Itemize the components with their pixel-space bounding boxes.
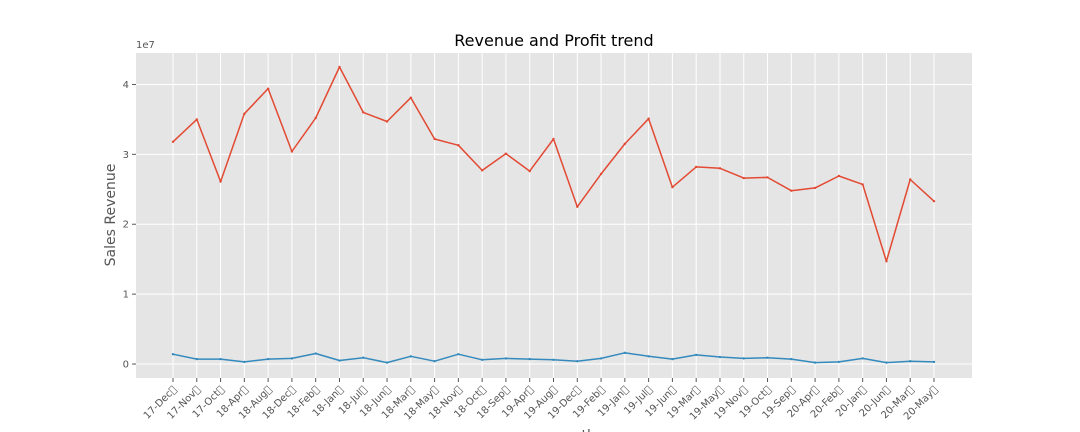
y-tick-label: 1 <box>123 290 129 301</box>
y-axis-label: Sales Revenue <box>103 164 119 267</box>
data-point-profit <box>504 357 508 360</box>
data-point-profit <box>480 358 484 362</box>
data-point-revenue <box>338 65 341 69</box>
data-point-revenue <box>504 152 508 155</box>
data-point-revenue <box>552 137 555 141</box>
y-axis-ticks: 0 1 2 3 4 <box>123 80 136 371</box>
data-point-revenue <box>837 174 841 178</box>
y-tick-label: 4 <box>123 80 129 91</box>
data-point-revenue <box>909 178 912 181</box>
data-point-revenue <box>599 172 603 176</box>
data-point-profit <box>932 360 936 364</box>
data-point-revenue <box>433 137 436 141</box>
y-tick-label: 3 <box>123 150 129 161</box>
data-point-profit <box>171 353 175 356</box>
data-point-profit <box>266 357 270 361</box>
data-point-revenue <box>790 189 793 192</box>
data-point-profit <box>885 361 888 364</box>
data-point-profit <box>576 360 579 363</box>
data-point-revenue <box>623 142 627 146</box>
x-axis-ticks: 17-Dec 17-Nov 17-Oct 18-Apr 18-Aug 18-De… <box>142 378 940 423</box>
data-point-profit <box>599 357 603 360</box>
data-point-profit <box>909 360 912 363</box>
data-point-profit <box>813 361 817 364</box>
data-point-profit <box>837 360 841 364</box>
data-point-revenue <box>219 180 222 183</box>
data-point-profit <box>766 356 769 359</box>
y-tick-label: 0 <box>123 360 129 371</box>
data-point-profit <box>362 356 365 359</box>
data-point-profit <box>433 360 436 363</box>
data-point-revenue <box>362 111 365 114</box>
data-point-profit <box>385 361 389 364</box>
series-layer <box>171 65 936 364</box>
data-point-profit <box>623 351 627 355</box>
data-point-profit <box>718 355 722 359</box>
data-point-profit <box>790 357 793 361</box>
data-point-profit <box>290 357 294 360</box>
data-point-revenue <box>694 165 698 169</box>
data-point-revenue <box>718 167 722 170</box>
data-point-revenue <box>457 144 460 147</box>
chart-title: Revenue and Profit trend <box>454 31 653 50</box>
data-point-profit <box>219 357 222 361</box>
data-point-revenue <box>861 183 864 186</box>
data-point-profit <box>243 360 246 364</box>
data-point-revenue <box>480 169 484 172</box>
data-point-revenue <box>385 120 389 123</box>
data-point-profit <box>742 357 745 360</box>
data-point-revenue <box>171 140 175 143</box>
data-point-profit <box>195 357 198 361</box>
data-point-profit <box>552 358 555 362</box>
data-point-revenue <box>314 116 317 120</box>
data-point-profit <box>694 353 698 357</box>
data-point-revenue <box>813 186 817 190</box>
data-point-profit <box>861 357 864 360</box>
data-point-revenue <box>885 260 888 263</box>
data-point-revenue <box>290 150 294 153</box>
data-point-revenue <box>409 96 413 99</box>
y-tick-label: 2 <box>123 220 129 231</box>
grid-lines <box>136 53 972 378</box>
y-axis-offset-label: 1e7 <box>136 40 155 51</box>
data-point-revenue <box>766 176 769 179</box>
data-point-profit <box>338 359 341 362</box>
data-point-revenue <box>932 199 936 203</box>
data-point-profit <box>647 355 650 358</box>
data-point-profit <box>528 357 531 361</box>
data-point-revenue <box>195 118 198 121</box>
data-point-revenue <box>671 185 674 189</box>
data-point-profit <box>671 357 674 361</box>
data-point-revenue <box>742 176 745 180</box>
data-point-revenue <box>576 205 579 208</box>
data-point-revenue <box>528 169 531 173</box>
x-axis-label: year_month <box>512 428 596 432</box>
data-point-revenue <box>243 112 246 116</box>
data-point-profit <box>409 355 413 358</box>
data-point-profit <box>457 353 460 356</box>
data-point-profit <box>314 352 317 355</box>
data-point-revenue <box>647 117 650 120</box>
data-point-revenue <box>266 87 270 90</box>
